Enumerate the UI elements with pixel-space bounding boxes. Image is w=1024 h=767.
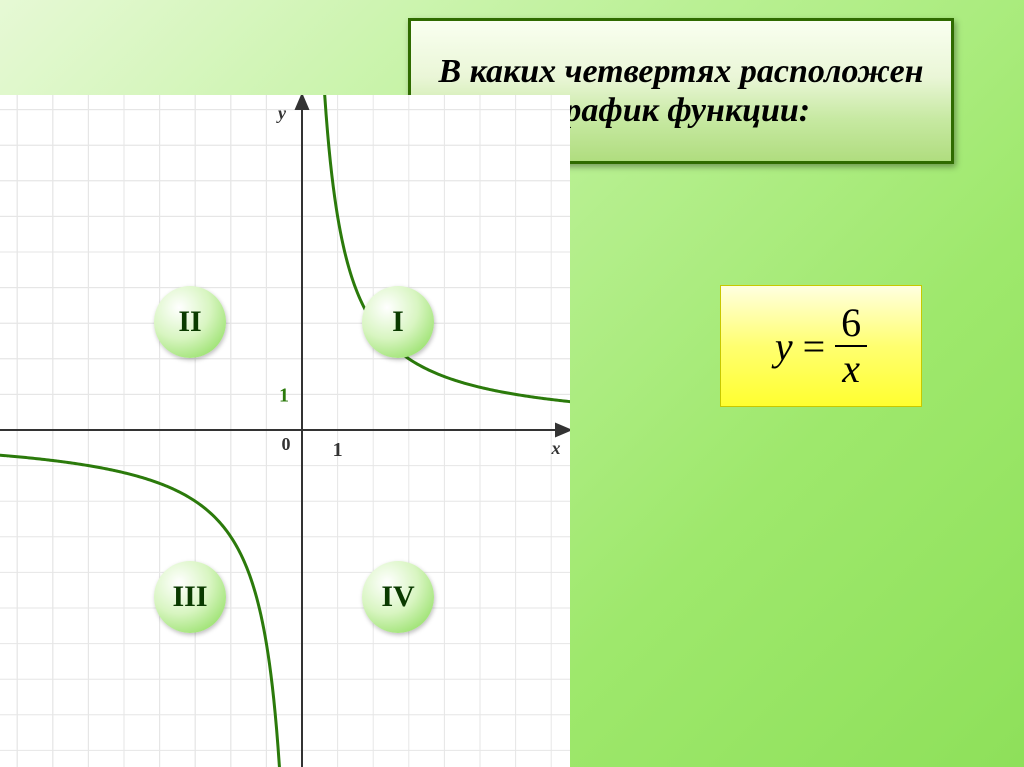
quadrant-label: I [392,305,404,339]
axes [0,95,570,767]
svg-text:y: y [276,103,287,123]
quadrant-button-IV[interactable]: IV [362,561,434,633]
svg-text:0: 0 [282,434,291,454]
svg-text:x: x [551,438,561,458]
quadrant-button-III[interactable]: III [154,561,226,633]
formula-denominator: x [836,347,866,389]
formula-equation: y = 6 x [775,303,867,389]
quadrant-label: III [172,580,207,614]
slide-background: В каких четвертях расположен график функ… [0,0,1024,767]
coordinate-chart: 0 1 1 y x [0,95,570,767]
quadrant-button-II[interactable]: II [154,286,226,358]
formula-equals: = [803,323,826,370]
svg-text:1: 1 [333,439,343,461]
quadrant-label: II [178,305,201,339]
quadrant-label: IV [381,580,414,614]
formula-lhs: y [775,323,793,370]
svg-text:1: 1 [279,384,289,406]
quadrant-button-I[interactable]: I [362,286,434,358]
formula-box: y = 6 x [720,285,922,407]
formula-numerator: 6 [835,303,867,345]
formula-fraction: 6 x [835,303,867,389]
